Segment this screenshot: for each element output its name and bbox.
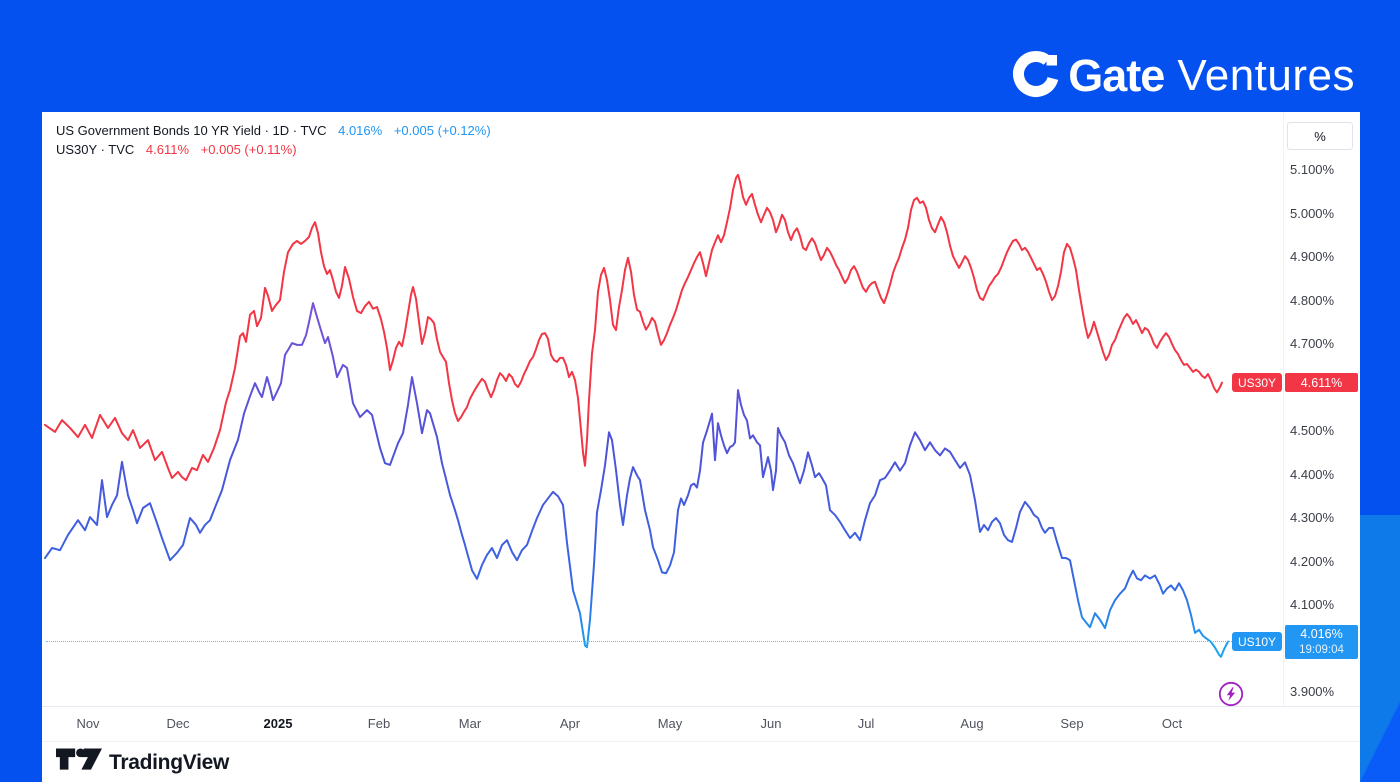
gate-logo-mark-icon: [1012, 50, 1060, 103]
time-tick-label: Dec: [166, 716, 190, 731]
time-tick-label: Apr: [559, 716, 581, 731]
us30y-series-tag: US30Y: [1232, 373, 1282, 393]
us30y-axis-price-value: 4.611%: [1300, 375, 1343, 390]
us10y-price-line: [46, 640, 1232, 642]
realtime-data-icon[interactable]: [1218, 681, 1244, 707]
us10y-symbol-title: US Government Bonds 10 YR Yield · 1D · T…: [56, 123, 327, 138]
time-tick-label: Jul: [857, 716, 875, 731]
us10y-axis-price-value: 4.016%: [1300, 626, 1343, 641]
price-tick-label: 4.500%: [1290, 423, 1335, 438]
us30y-last-price: 4.611%: [145, 142, 190, 157]
us30y-symbol-title: US30Y · TVC: [56, 142, 135, 157]
time-scale-axis[interactable]: Nov Dec 2025 Feb Mar Apr May Jun Jul Aug Sep Oct: [42, 706, 1360, 742]
price-tick-label: 5.100%: [1290, 162, 1335, 177]
us30y-axis-price: 4.611%: [1285, 373, 1358, 393]
us10y-last-price: 4.016%: [338, 123, 383, 138]
us10y-change: +0.005 (+0.12%): [393, 123, 491, 138]
us10y-series-line: [44, 302, 1229, 658]
legend-row-us10y[interactable]: US Government Bonds 10 YR Yield · 1D · T…: [56, 121, 491, 140]
time-tick-label: Jun: [760, 716, 782, 731]
price-tick-label: 4.300%: [1290, 510, 1335, 525]
price-tick-label: 4.100%: [1290, 597, 1335, 612]
tradingview-logo-link[interactable]: TradingView: [56, 748, 229, 777]
yield-chart-canvas[interactable]: [42, 112, 1283, 706]
time-tick-label: 2025: [263, 716, 293, 731]
us10y-bar-countdown: 19:09:04: [1299, 643, 1344, 656]
us30y-series-line: [44, 173, 1223, 482]
tradingview-logo-icon: [56, 748, 102, 777]
price-tick-label: 4.800%: [1290, 292, 1335, 308]
time-tick-label: Mar: [458, 716, 482, 731]
price-tick-label: 4.900%: [1290, 249, 1335, 264]
time-tick-label: Feb: [367, 716, 391, 731]
price-tick-label: 5.000%: [1290, 205, 1335, 221]
us30y-change: +0.005 (+0.11%): [200, 142, 297, 157]
time-tick-label: Sep: [1060, 716, 1084, 731]
time-tick-label: Oct: [1161, 716, 1183, 731]
price-tick-label: 4.400%: [1290, 466, 1335, 482]
us10y-series-tag: US10Y: [1232, 632, 1282, 652]
tradingview-wordmark: TradingView: [109, 750, 230, 774]
price-scale-axis[interactable]: 5.100% 5.000% 4.900% 4.800% 4.700% 4.500% 4.40…: [1283, 112, 1361, 706]
price-tick-label: 4.700%: [1290, 336, 1335, 351]
price-tick-label: 3.900%: [1290, 684, 1335, 699]
ventures-logo-wordmark: Ventures: [1177, 51, 1355, 100]
price-tick-label: 4.200%: [1290, 553, 1335, 569]
us10y-axis-price: 4.016% 19:09:04: [1285, 624, 1358, 659]
gate-logo-wordmark: Gate: [1068, 50, 1165, 101]
legend-row-us30y[interactable]: US30Y · TVC 4.611% +0.005 (+0.11%): [56, 140, 491, 159]
time-tick-label: May: [657, 716, 683, 731]
chart-legend: US Government Bonds 10 YR Yield · 1D · T…: [56, 121, 491, 159]
percent-unit-button[interactable]: %: [1287, 122, 1353, 150]
chart-panel: US Government Bonds 10 YR Yield · 1D · T…: [42, 112, 1360, 782]
time-tick-label: Nov: [76, 716, 100, 731]
time-tick-label: Aug: [960, 716, 984, 731]
gate-ventures-logo: Gate Ventures: [1012, 50, 1355, 102]
